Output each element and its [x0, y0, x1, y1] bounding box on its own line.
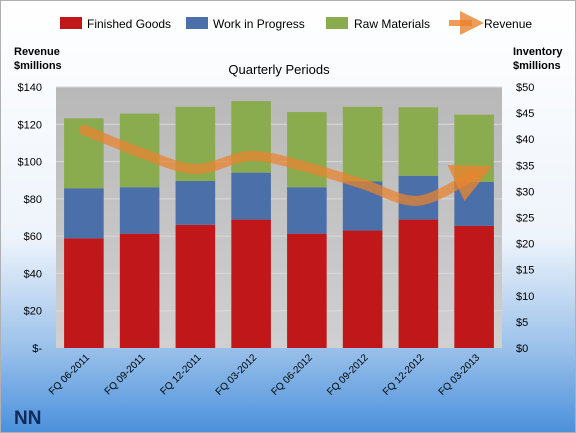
right-tick-label: $35 [516, 160, 534, 172]
bar-raw-materials [342, 106, 383, 182]
left-tick-label: $20 [24, 306, 42, 318]
legend-item-raw-materials: Raw Materials [326, 17, 430, 31]
bar-finished-goods [231, 219, 271, 348]
left-tick-label: $60 [24, 231, 42, 243]
left-axis-title: Revenue $millions [14, 46, 63, 72]
bar-work-in-progress [175, 180, 216, 225]
bar-work-in-progress [231, 172, 271, 220]
right-tick-label: $10 [516, 291, 534, 303]
bar-finished-goods [175, 224, 216, 348]
legend-label-finished-goods: Finished Goods [87, 17, 171, 31]
company-name: NN [14, 408, 41, 429]
legend-label-work-in-progress: Work in Progress [213, 17, 305, 31]
right-axis-title-line-1: Inventory [513, 46, 563, 58]
right-tick-label: $0 [516, 343, 528, 355]
bars [64, 101, 494, 348]
legend-swatch-work-in-progress [186, 17, 208, 29]
legend-item-work-in-progress: Work in Progress [186, 17, 305, 31]
right-axis-title-line-2: $millions [513, 60, 561, 72]
legend-label-raw-materials: Raw Materials [354, 17, 430, 31]
bar-finished-goods [119, 233, 160, 348]
bar-finished-goods [64, 238, 104, 348]
bar-raw-materials [398, 107, 439, 176]
bar-work-in-progress [454, 182, 494, 226]
right-tick-label: $30 [516, 186, 534, 198]
chart-title: Quarterly Periods [228, 62, 330, 77]
revenue-line [78, 124, 493, 206]
revenue-series [78, 124, 493, 206]
bar-work-in-progress [64, 188, 104, 239]
right-tick-label: $20 [516, 239, 534, 251]
left-tick-label: $40 [24, 268, 42, 280]
legend-item-revenue: Revenue [449, 11, 532, 35]
bar-finished-goods [398, 219, 439, 348]
right-tick-label: $40 [516, 134, 534, 146]
right-axis-title: Inventory $millions [513, 46, 566, 72]
legend-item-finished-goods: Finished Goods [60, 17, 171, 31]
legend-swatch-raw-materials [326, 17, 348, 29]
left-axis-ticks: $- $20 $40 $60 $80 $100 $120 $140 [18, 82, 43, 355]
left-tick-label: $140 [18, 82, 42, 94]
right-axis-ticks: $0 $5 $10 $15 $20 $25 $30 $35 $40 $45 $50 [516, 82, 534, 355]
bar-finished-goods [287, 233, 327, 348]
left-axis-title-line-2: $millions [14, 60, 62, 72]
bar-work-in-progress [119, 187, 160, 234]
bar-finished-goods [342, 230, 383, 348]
bar-finished-goods [454, 225, 494, 348]
left-tick-label: $120 [18, 119, 42, 131]
right-tick-label: $45 [516, 108, 534, 120]
legend-swatch-finished-goods [60, 17, 82, 29]
legend-label-revenue: Revenue [484, 17, 532, 31]
right-tick-label: $5 [516, 317, 528, 329]
right-tick-label: $50 [516, 82, 534, 94]
bar-work-in-progress [287, 187, 327, 234]
left-tick-label: $100 [18, 157, 42, 169]
left-tick-label: $80 [24, 194, 42, 206]
right-tick-label: $15 [516, 265, 534, 277]
left-axis-title-line-1: Revenue [14, 46, 60, 58]
right-tick-label: $25 [516, 213, 534, 225]
legend: Finished Goods Work in Progress Raw Mate… [60, 11, 532, 35]
left-tick-label: $- [32, 343, 42, 355]
